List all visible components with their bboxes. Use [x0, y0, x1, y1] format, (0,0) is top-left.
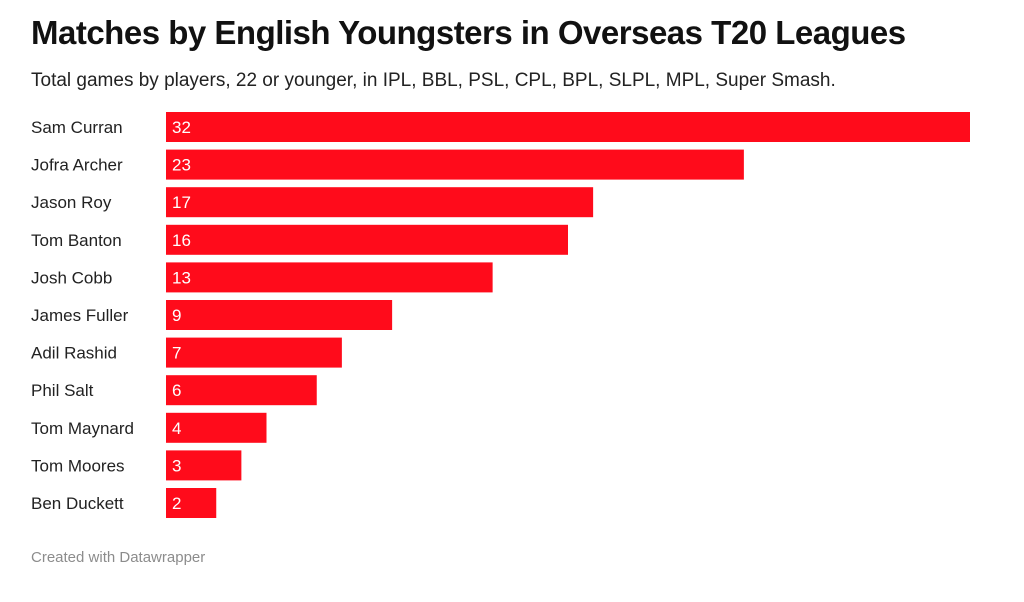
value-label: 9: [172, 306, 181, 325]
bar: [166, 450, 242, 481]
value-label: 23: [172, 156, 191, 175]
bar: [166, 112, 970, 142]
footer-credit: Created with Datawrapper: [31, 549, 206, 566]
category-label: Ben Duckett: [31, 494, 124, 513]
value-label: 17: [172, 193, 191, 212]
category-label: James Fuller: [31, 306, 129, 325]
category-label: Adil Rashid: [31, 344, 117, 363]
bar: [166, 149, 744, 180]
bar: [166, 187, 594, 218]
value-label: 3: [172, 456, 181, 475]
bar: [166, 300, 393, 330]
category-label: Tom Maynard: [31, 419, 134, 438]
value-label: 4: [172, 419, 181, 438]
bar: [166, 224, 568, 255]
chart-title: Matches by English Youngsters in Oversea…: [31, 14, 906, 51]
value-label: 16: [172, 231, 191, 250]
bar: [166, 412, 267, 443]
category-label: Josh Cobb: [31, 268, 112, 287]
value-label: 6: [172, 381, 181, 400]
value-label: 7: [172, 344, 181, 363]
bar: [166, 337, 342, 368]
value-label: 13: [172, 268, 191, 287]
chart-subtitle: Total games by players, 22 or younger, i…: [31, 70, 836, 91]
value-label: 2: [172, 494, 181, 513]
category-label: Tom Banton: [31, 231, 122, 250]
category-label: Jason Roy: [31, 193, 112, 212]
bar: [166, 262, 493, 293]
category-label: Tom Moores: [31, 456, 125, 475]
bar: [166, 488, 217, 518]
category-label: Sam Curran: [31, 118, 123, 137]
category-label: Jofra Archer: [31, 156, 123, 175]
category-label: Phil Salt: [31, 381, 94, 400]
value-label: 32: [172, 118, 191, 137]
bar: [166, 375, 317, 406]
